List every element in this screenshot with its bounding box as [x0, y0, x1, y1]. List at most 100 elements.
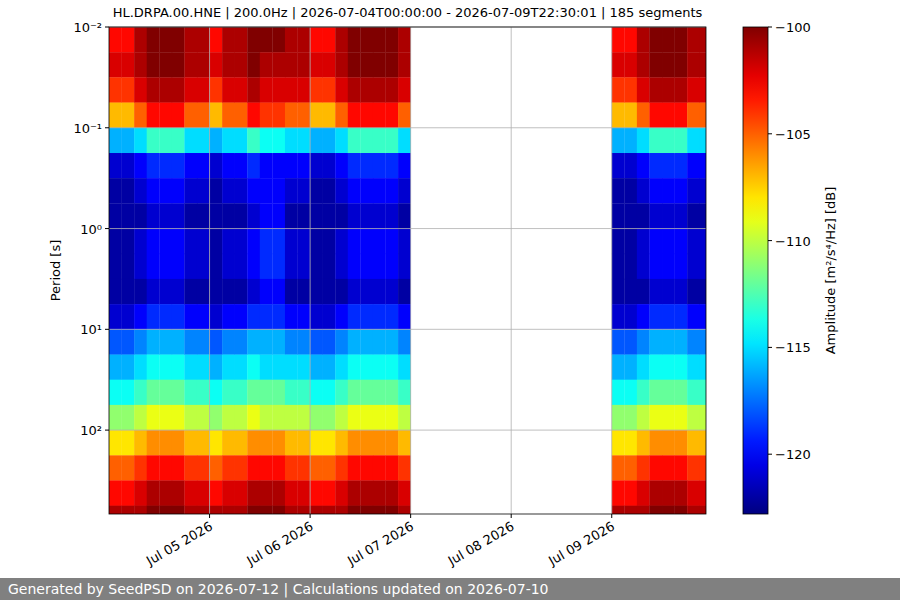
cell [323, 178, 336, 203]
cell [134, 304, 147, 330]
cell [373, 355, 386, 380]
cell [612, 480, 625, 505]
cell [247, 506, 260, 514]
cell [612, 254, 625, 279]
cell [184, 304, 197, 330]
cell [247, 203, 260, 229]
cell [109, 380, 122, 405]
cell [222, 153, 235, 178]
cell [675, 153, 688, 178]
cell [662, 178, 675, 203]
cell [637, 254, 650, 279]
cell [235, 229, 248, 255]
cell [285, 128, 298, 154]
cell [197, 480, 210, 505]
cell [624, 229, 637, 255]
cell [373, 405, 386, 431]
cell [260, 77, 273, 102]
cell [335, 405, 348, 431]
cell [172, 153, 185, 178]
cell [197, 380, 210, 405]
cell [235, 430, 248, 456]
x-tick-label: Jul 07 2026 [344, 519, 416, 569]
cell [649, 153, 662, 178]
cell [624, 430, 637, 456]
cell [373, 77, 386, 102]
cell [159, 229, 172, 255]
cell [624, 455, 637, 480]
cell [184, 77, 197, 102]
cell [323, 329, 336, 355]
cell [285, 229, 298, 255]
cell [386, 229, 399, 255]
cell [184, 355, 197, 380]
cell [662, 405, 675, 431]
cell [109, 203, 122, 229]
cell [159, 128, 172, 154]
cell [687, 178, 700, 203]
cell [147, 279, 160, 304]
cell [310, 380, 323, 405]
cell [147, 128, 160, 154]
grid-line [209, 27, 210, 514]
cell [184, 52, 197, 77]
cell [247, 153, 260, 178]
cell [649, 506, 662, 514]
cell [348, 279, 361, 304]
cell [210, 229, 223, 255]
cell [247, 304, 260, 330]
cell [360, 304, 373, 330]
cell [285, 506, 298, 514]
cell [285, 329, 298, 355]
cell [335, 380, 348, 405]
cell [222, 229, 235, 255]
cell [260, 178, 273, 203]
cell [197, 355, 210, 380]
cell [348, 380, 361, 405]
cell [184, 229, 197, 255]
cell [612, 304, 625, 330]
cell [348, 77, 361, 102]
cell [360, 77, 373, 102]
cell [335, 229, 348, 255]
cell [649, 77, 662, 102]
cell [109, 355, 122, 380]
grid-line [611, 27, 612, 514]
cell [109, 279, 122, 304]
cell [612, 52, 625, 77]
cell [272, 153, 285, 178]
cell [159, 203, 172, 229]
cell [272, 430, 285, 456]
cell [624, 329, 637, 355]
cell [662, 254, 675, 279]
cell [147, 455, 160, 480]
cell [612, 229, 625, 255]
cell [310, 77, 323, 102]
cell [147, 355, 160, 380]
chart: HL.DRPA.00.HNE | 200.0Hz | 2026-07-04T00… [0, 0, 900, 600]
cell [323, 506, 336, 514]
cell [649, 329, 662, 355]
cell [348, 355, 361, 380]
cell [700, 405, 706, 431]
cell [172, 77, 185, 102]
cell [184, 128, 197, 154]
cell [134, 52, 147, 77]
cell [122, 405, 135, 431]
cell [272, 480, 285, 505]
cell [147, 203, 160, 229]
colorbar-tick-label: −100 [775, 20, 811, 35]
cell [147, 178, 160, 203]
cell [159, 480, 172, 505]
cell [386, 304, 399, 330]
cell [624, 52, 637, 77]
cell [323, 430, 336, 456]
cell [109, 455, 122, 480]
cell [260, 506, 273, 514]
cell [285, 153, 298, 178]
cell [360, 128, 373, 154]
cell [386, 355, 399, 380]
cell [172, 254, 185, 279]
cell [662, 430, 675, 456]
cell [197, 229, 210, 255]
